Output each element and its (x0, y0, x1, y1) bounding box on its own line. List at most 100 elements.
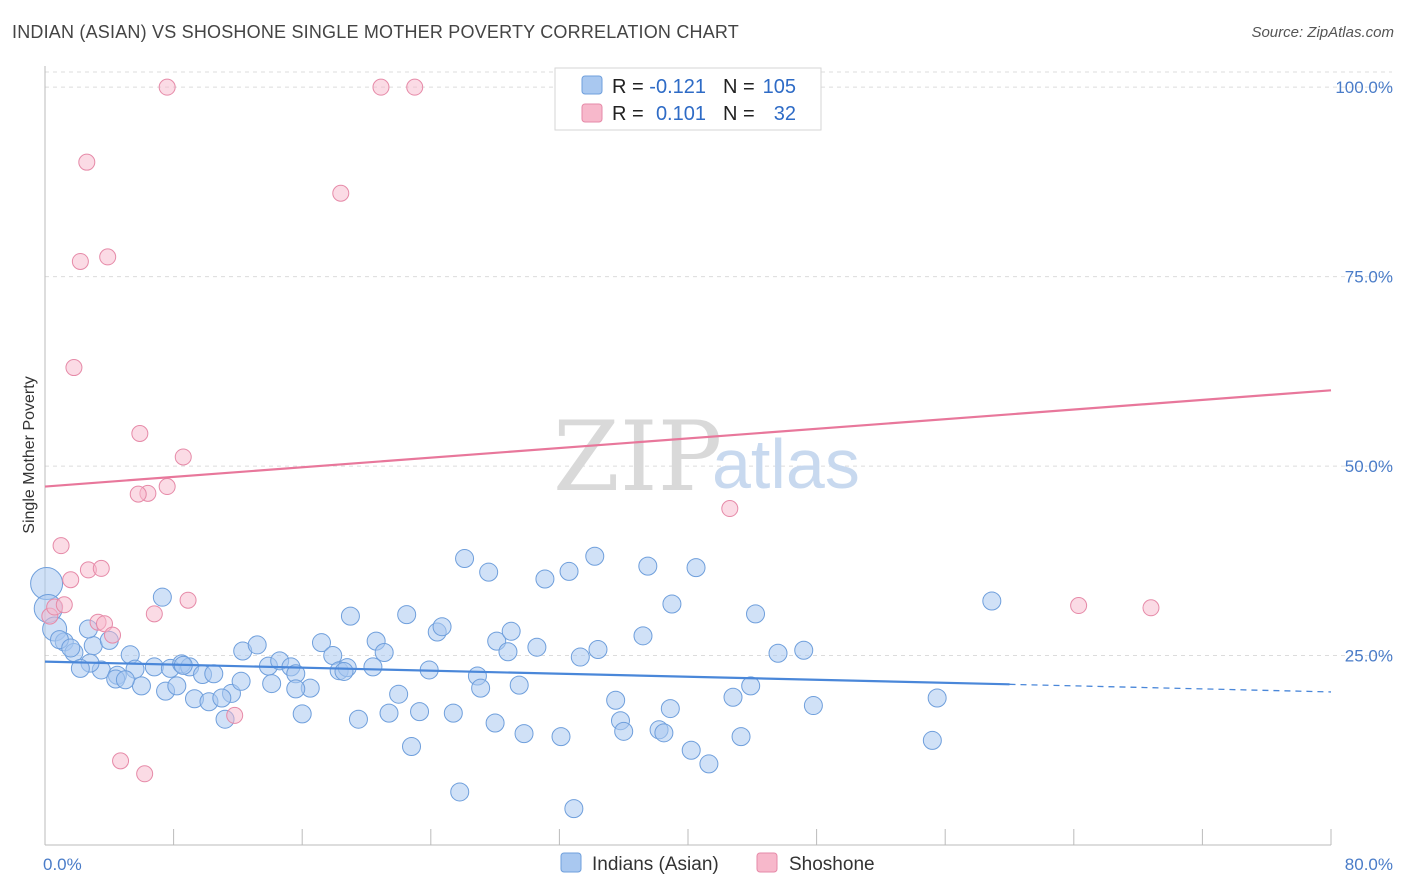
indian-point (501, 621, 521, 641)
indian-point (363, 657, 383, 677)
indian-point (686, 558, 706, 578)
indian-points (30, 546, 1002, 819)
bottom-legend-shoshone: Shoshone (789, 854, 875, 875)
indian-point (311, 633, 331, 653)
shoshone-point (721, 500, 739, 518)
legend-n-value-2: 32 (774, 103, 796, 125)
indian-point (614, 721, 634, 741)
indian-point (212, 688, 232, 708)
shoshone-point (71, 252, 89, 270)
shoshone-point (131, 424, 149, 442)
indian-point (167, 676, 187, 696)
shoshone-point (145, 605, 163, 623)
indian-point (731, 727, 751, 747)
indian-point (741, 676, 761, 696)
indian-point (927, 688, 947, 708)
y-tick-label-3: 100.0% (1335, 78, 1393, 97)
indian-point (559, 561, 579, 581)
y-tick-labels: 25.0% 50.0% 75.0% 100.0% (1335, 78, 1393, 665)
shoshone-point (372, 78, 390, 96)
legend-n-label-1: N = (723, 76, 755, 98)
indian-point (699, 754, 719, 774)
shoshone-point (174, 448, 192, 466)
indian-point (379, 703, 399, 723)
indian-point (83, 636, 103, 656)
indian-point (144, 657, 164, 677)
legend-r-value-1: -0.121 (649, 76, 706, 98)
shoshone-point (1070, 597, 1088, 615)
indian-point (585, 546, 605, 566)
indian-point (402, 736, 422, 756)
chart-title: INDIAN (ASIAN) VS SHOSHONE SINGLE MOTHER… (12, 22, 739, 42)
indian-point (794, 640, 814, 660)
indian-point (334, 661, 354, 681)
y-tick-label-2: 75.0% (1345, 268, 1393, 287)
indian-point (527, 637, 547, 657)
indian-point (397, 605, 417, 625)
shoshone-point (104, 626, 122, 644)
indian-point (681, 740, 701, 760)
indian-point (564, 799, 584, 819)
legend-r-label-1: R = (612, 76, 644, 98)
shoshone-point (136, 765, 154, 783)
shoshone-point (158, 78, 176, 96)
shoshone-point (62, 571, 80, 589)
shoshone-points (41, 78, 1160, 783)
indian-point (768, 643, 788, 663)
indian-point (374, 643, 394, 663)
shoshone-point (129, 485, 147, 503)
indian-point (662, 594, 682, 614)
bottom-legend-swatch-indian (560, 852, 582, 873)
indian-point (746, 604, 766, 624)
indian-point (551, 727, 571, 747)
watermark: ZIP atlas (553, 401, 860, 513)
shoshone-point (55, 596, 73, 614)
shoshone-point (92, 559, 110, 577)
axes (44, 66, 1332, 846)
indian-point (723, 687, 743, 707)
indian-point (455, 549, 475, 569)
bottom-legend: Indians (Asian) Shoshone (560, 852, 875, 875)
legend-r-label-2: R = (612, 103, 644, 125)
indian-trend-line-extension (1009, 683, 1332, 693)
shoshone-point (179, 591, 197, 609)
indian-point (660, 699, 680, 719)
x-tick-label-1: 80.0% (1345, 855, 1393, 874)
indian-point (509, 675, 529, 695)
shoshone-point (1142, 599, 1160, 617)
indian-point (633, 626, 653, 646)
indian-point (471, 678, 491, 698)
indian-point (131, 676, 151, 696)
source-label: Source: ZipAtlas.com (1251, 24, 1394, 41)
indian-point (803, 696, 823, 716)
legend-swatch-indian (581, 75, 603, 95)
indian-point (654, 723, 674, 743)
indian-point (450, 782, 470, 802)
grid-lines (45, 71, 1392, 657)
indian-point (204, 664, 224, 684)
indian-point (922, 730, 942, 750)
legend-r-value-2: 0.101 (656, 103, 706, 125)
legend-box: R = -0.121 N = 105 R = 0.101 N = 32 (554, 67, 822, 131)
indian-point (340, 606, 360, 626)
indian-trend-line (44, 660, 1010, 686)
indian-point (262, 674, 282, 694)
watermark-zip: ZIP (553, 401, 722, 513)
indian-point (432, 617, 452, 637)
shoshone-point (65, 359, 83, 377)
legend-n-value-1: 105 (763, 76, 796, 98)
indian-point (247, 635, 267, 655)
shoshone-point (112, 752, 130, 770)
indian-point (70, 658, 90, 678)
x-tick-label-0: 0.0% (43, 855, 82, 874)
indian-point (514, 724, 534, 744)
indian-point (588, 639, 608, 659)
indian-point (61, 638, 81, 658)
indian-point (570, 647, 590, 667)
indian-point (348, 709, 368, 729)
indian-point (498, 642, 518, 662)
indian-point (535, 569, 555, 589)
indian-point (286, 679, 306, 699)
indian-point (982, 591, 1002, 611)
